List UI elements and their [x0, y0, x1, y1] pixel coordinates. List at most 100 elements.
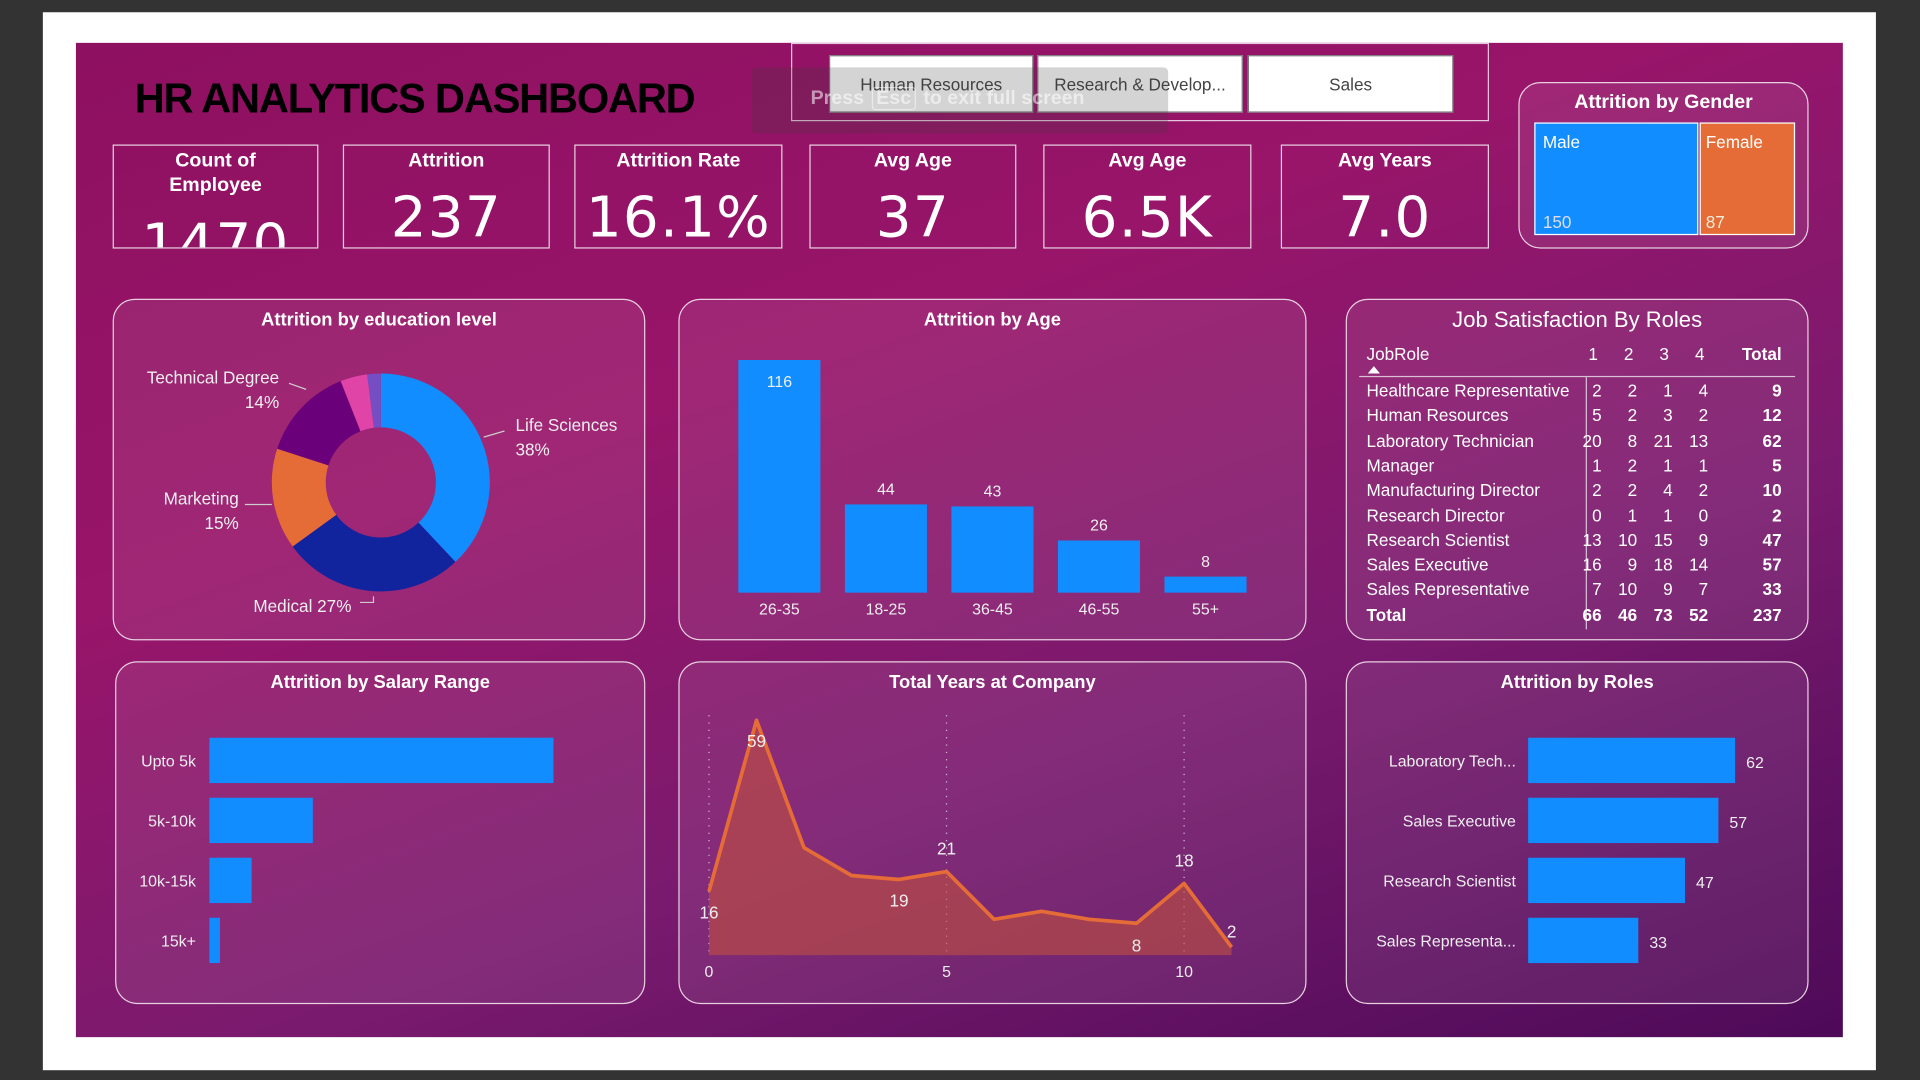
- chart-title: Total Years at Company: [889, 672, 1096, 694]
- cell: 62: [1762, 430, 1782, 451]
- cell: 9: [1772, 380, 1782, 401]
- cell: 3: [1663, 405, 1673, 426]
- cell: 13: [1582, 529, 1602, 550]
- chart-title: Attrition by Salary Range: [270, 672, 490, 694]
- age-bar[interactable]: [1164, 576, 1247, 593]
- cell: 7: [1698, 579, 1709, 600]
- kpi-value: 1470: [141, 210, 290, 248]
- x-tick-label: 5: [942, 964, 951, 981]
- treemap-female[interactable]: Female 87: [1699, 122, 1796, 236]
- donut-slice[interactable]: [380, 373, 490, 562]
- cell: 10: [1762, 480, 1782, 500]
- hbar[interactable]: [1528, 857, 1686, 904]
- slicer-option-research-development[interactable]: Research & Develop...: [1037, 55, 1243, 113]
- hbar[interactable]: [209, 737, 554, 784]
- cell: 4: [1663, 480, 1673, 500]
- fullscreen-exit-hint: Press Esc to exit full screen: [751, 67, 1169, 134]
- point-data-label: 18: [1175, 850, 1194, 870]
- cell: 9: [1663, 579, 1673, 600]
- kpi-label: Avg Age: [873, 150, 952, 172]
- donut-slice[interactable]: [367, 373, 381, 428]
- bar-data-label: 57: [1729, 815, 1747, 832]
- cell: 16: [1582, 554, 1602, 575]
- cell: 15: [1653, 529, 1673, 550]
- hbar[interactable]: [209, 857, 252, 904]
- department-slicer: [791, 42, 1489, 122]
- gender-title: Attrition by Gender: [1574, 91, 1753, 113]
- slice-pct: 38%: [516, 440, 550, 460]
- cell: 14: [1689, 554, 1709, 575]
- donut-slice[interactable]: [340, 374, 374, 432]
- hint-press: Press: [810, 88, 864, 109]
- x-tick-label: 10: [1175, 964, 1193, 981]
- age-bar[interactable]: [951, 506, 1034, 593]
- hint-rest: to exit full screen: [923, 88, 1085, 109]
- bar-data-label: 44: [877, 482, 895, 499]
- age-bar[interactable]: [738, 360, 821, 593]
- row-label: Laboratory Technician: [1366, 430, 1534, 451]
- female-label: Female: [1705, 132, 1763, 152]
- column-divider: [1585, 377, 1587, 630]
- donut-slice[interactable]: [271, 448, 337, 547]
- cell: 1: [1663, 380, 1673, 401]
- esc-key-badge: Esc: [871, 86, 916, 111]
- point-data-label: 8: [1132, 935, 1142, 955]
- cell: 2: [1627, 405, 1638, 426]
- kpi-attrition: Attrition 237: [342, 144, 550, 250]
- hbar[interactable]: [1528, 917, 1639, 964]
- hbar[interactable]: [1528, 737, 1736, 784]
- row-label: Human Resources: [1366, 405, 1509, 426]
- cell: 5: [1772, 455, 1782, 475]
- area-fill: [708, 720, 1232, 956]
- row-label: Sales Executive: [1366, 554, 1489, 575]
- age-bar[interactable]: [1057, 540, 1141, 593]
- column-header[interactable]: 1: [1588, 344, 1598, 364]
- cell: 1: [1698, 455, 1709, 475]
- kpi-avg-income: Avg Age 6.5K: [1043, 144, 1252, 249]
- x-tick-label: 0: [705, 964, 714, 981]
- kpi-label: Attrition: [408, 150, 485, 172]
- point-data-label: 16: [699, 902, 718, 922]
- x-tick-label: 26-35: [759, 602, 800, 619]
- column-header[interactable]: 4: [1694, 344, 1705, 364]
- column-header[interactable]: Total: [1741, 344, 1782, 364]
- kpi-label: Avg Age: [1108, 150, 1187, 172]
- y-tick-label: Upto 5k: [141, 754, 196, 771]
- donut-slice[interactable]: [292, 514, 456, 592]
- slicer-option-human-resources[interactable]: Human Resources: [828, 55, 1034, 113]
- kpi-label: Count of Employee: [169, 150, 262, 196]
- cell: 21: [1653, 430, 1673, 451]
- slice-label: Marketing: [164, 488, 239, 508]
- age-bar[interactable]: [844, 504, 927, 593]
- kpi-value: 237: [390, 183, 502, 250]
- column-header[interactable]: JobRole: [1366, 344, 1430, 364]
- cell: 5: [1592, 405, 1602, 426]
- column-header[interactable]: 2: [1623, 344, 1634, 364]
- cell: 18: [1653, 554, 1673, 575]
- row-label: Manager: [1366, 455, 1435, 475]
- cell: 237: [1753, 604, 1782, 625]
- kpi-value: 37: [875, 183, 950, 250]
- slicer-option-sales[interactable]: Sales: [1247, 55, 1454, 113]
- hbar[interactable]: [1528, 797, 1719, 844]
- job-satisfaction-table: JobRole 1 2 3 4 Total Healthcare Representativ…: [1359, 340, 1796, 634]
- cell: 73: [1653, 604, 1673, 625]
- job-satisfaction-panel: Job Satisfaction By Roles: [1345, 298, 1809, 641]
- hbar[interactable]: [209, 917, 220, 964]
- donut-slice[interactable]: [277, 381, 361, 466]
- hbar[interactable]: [209, 797, 313, 844]
- y-tick-label: 5k-10k: [148, 814, 196, 831]
- sort-ascending-icon[interactable]: [1367, 366, 1381, 374]
- kpi-label: Avg Years: [1338, 150, 1432, 172]
- salary-panel: Attrition by Salary Range: [115, 661, 646, 1005]
- leader-line: [360, 596, 375, 604]
- cell: 13: [1689, 430, 1709, 451]
- treemap-male[interactable]: Male 150: [1534, 122, 1699, 236]
- area-line[interactable]: [707, 718, 1234, 949]
- cell: 4: [1698, 380, 1709, 401]
- row-label: Research Scientist: [1366, 529, 1510, 550]
- column-header[interactable]: 3: [1659, 344, 1669, 364]
- cell: 7: [1592, 579, 1602, 600]
- chart-title: Attrition by Age: [923, 309, 1061, 331]
